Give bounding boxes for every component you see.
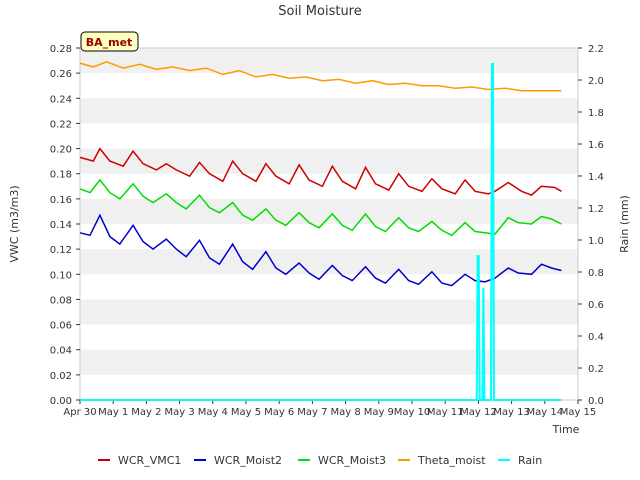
y-axis-ticks: 0.00 0.02 0.04 0.06 0.08 0.10 0.12 0.14 0.16 0.18… — [50, 44, 80, 407]
legend: WCR_VMC1 WCR_Moist2 WCR_Moist3 Theta_moist R… — [98, 454, 542, 467]
y-tick-label: 0.24 — [50, 94, 72, 105]
background-band — [80, 299, 578, 325]
series-line-theta-moist — [79, 60, 562, 92]
x-tick-label: May 14 — [527, 407, 564, 418]
x-axis-label: Time — [552, 423, 580, 436]
y2-axis-label: Rain (mm) — [618, 195, 631, 253]
legend-label: WCR_VMC1 — [118, 454, 181, 467]
y2-tick-label: 0.0 — [588, 396, 604, 407]
legend-label: WCR_Moist2 — [214, 454, 282, 467]
x-tick-label: May 11 — [427, 407, 464, 418]
y2-tick-label: 0.4 — [588, 332, 604, 343]
background-band — [80, 98, 578, 124]
y-tick-label: 0.18 — [50, 170, 72, 181]
x-axis-ticks: Apr 30 May 1 May 2 May 3 May 4 May 5 May 6 May … — [63, 400, 596, 418]
y2-tick-label: 0.2 — [588, 364, 604, 375]
chart-title: Soil Moisture — [278, 4, 362, 19]
x-tick-label: May 9 — [364, 407, 394, 418]
y2-tick-label: 1.8 — [588, 108, 604, 119]
y2-tick-label: 0.8 — [588, 268, 604, 279]
legend-label: WCR_Moist3 — [318, 454, 386, 467]
x-tick-label: May 13 — [493, 407, 530, 418]
x-tick-label: Apr 30 — [63, 407, 96, 418]
badge: BA_met — [80, 31, 139, 52]
y-tick-label: 0.22 — [50, 119, 72, 130]
y-tick-label: 0.20 — [50, 145, 72, 156]
x-tick-label: May 8 — [330, 407, 360, 418]
y-axis-label: VWC (m3/m3) — [8, 185, 21, 262]
y-tick-label: 0.14 — [50, 220, 72, 231]
series-line-wcr-moist2 — [79, 213, 562, 287]
series-line-wcr-moist3 — [79, 178, 562, 237]
x-tick-label: May 1 — [98, 407, 128, 418]
x-tick-label: May 6 — [264, 407, 294, 418]
series-lines — [79, 60, 562, 401]
background-band — [80, 249, 578, 275]
y-tick-label: 0.16 — [50, 195, 72, 206]
badge-box — [80, 31, 139, 52]
x-tick-label: May 4 — [198, 407, 228, 418]
x-tick-label: May 5 — [231, 407, 261, 418]
y2-axis-ticks: 0.0 0.2 0.4 0.6 0.8 1.0 1.2 1.4 1.6 1.8 2.0 2.2 — [578, 44, 604, 407]
y-tick-label: 0.12 — [50, 245, 72, 256]
y2-tick-label: 1.0 — [588, 236, 604, 247]
x-tick-label: May 12 — [460, 407, 497, 418]
x-tick-label: May 3 — [164, 407, 194, 418]
x-tick-label: May 10 — [394, 407, 431, 418]
legend-label: Theta_moist — [417, 454, 486, 467]
y2-tick-label: 1.4 — [588, 172, 604, 183]
y-tick-label: 0.00 — [50, 396, 72, 407]
y2-tick-label: 1.6 — [588, 140, 604, 151]
y2-tick-label: 1.2 — [588, 204, 604, 215]
background-band — [80, 148, 578, 174]
background-band — [80, 198, 578, 224]
y-tick-label: 0.10 — [50, 270, 72, 281]
y-tick-label: 0.26 — [50, 69, 72, 80]
y-tick-label: 0.04 — [50, 346, 72, 357]
background-bands — [80, 48, 578, 375]
y-tick-label: 0.08 — [50, 295, 72, 306]
x-tick-label: May 15 — [560, 407, 597, 418]
x-tick-label: May 7 — [297, 407, 327, 418]
legend-label: Rain — [518, 454, 542, 467]
background-band — [80, 349, 578, 375]
y-tick-label: 0.06 — [50, 321, 72, 332]
series-line-wcr-vmc1 — [79, 147, 562, 196]
y2-tick-label: 2.0 — [588, 76, 604, 87]
series-line-rain — [80, 63, 562, 401]
y2-tick-label: 2.2 — [588, 44, 604, 55]
y-tick-label: 0.02 — [50, 371, 72, 382]
x-tick-label: May 2 — [131, 407, 161, 418]
y-tick-label: 0.28 — [50, 44, 72, 55]
badge-label: BA_met — [86, 36, 133, 49]
y2-tick-label: 0.6 — [588, 300, 604, 311]
